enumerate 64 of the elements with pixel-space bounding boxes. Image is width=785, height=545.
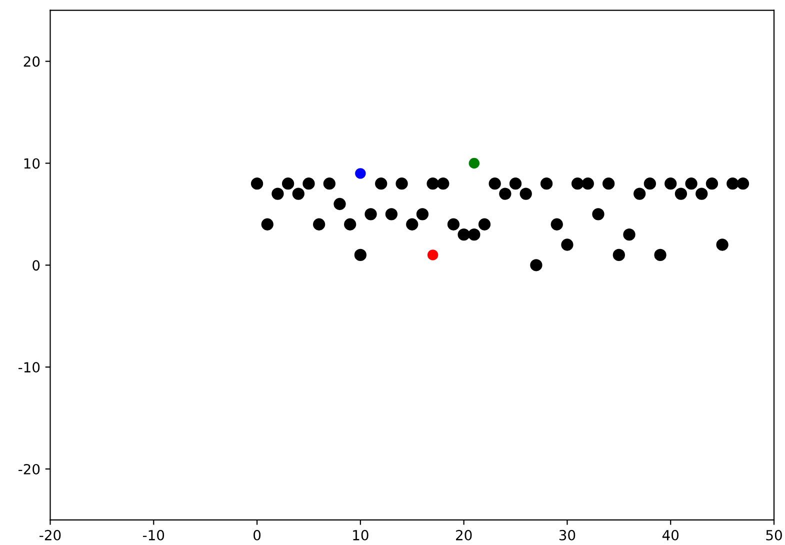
point <box>334 198 346 210</box>
point <box>323 178 336 190</box>
point <box>696 188 708 200</box>
x-tick-label: 40 <box>662 530 679 540</box>
point <box>282 178 294 190</box>
point <box>272 188 284 200</box>
point <box>385 208 398 220</box>
x-tick-label: -10 <box>142 530 164 540</box>
x-tick-label: 10 <box>353 530 368 540</box>
point <box>478 218 491 230</box>
point <box>499 188 512 200</box>
point <box>685 178 698 190</box>
point <box>736 178 750 190</box>
point <box>375 178 388 190</box>
point <box>520 188 532 200</box>
x-tick-label: 0 <box>254 530 261 540</box>
y-tick-label: 0 <box>32 260 40 271</box>
point <box>437 178 450 190</box>
point <box>406 218 418 230</box>
y-tick-label: -10 <box>18 362 40 373</box>
point <box>468 158 480 169</box>
point <box>654 248 666 262</box>
point <box>458 228 470 241</box>
point <box>488 178 501 190</box>
point <box>726 178 739 190</box>
point <box>582 178 594 190</box>
point <box>716 238 728 251</box>
point <box>364 208 377 220</box>
point <box>312 218 326 230</box>
point <box>427 250 438 260</box>
point <box>540 178 553 190</box>
y-tick-label: 10 <box>24 158 40 169</box>
point <box>468 228 480 241</box>
point <box>623 228 636 241</box>
point <box>634 188 646 200</box>
x-tick-label: 30 <box>559 530 576 540</box>
point <box>344 218 356 230</box>
point <box>706 178 718 190</box>
point <box>416 208 429 220</box>
point <box>447 218 460 230</box>
y-tick-label: -20 <box>18 464 40 474</box>
point <box>426 178 439 190</box>
point <box>302 178 315 190</box>
x-tick-label: 50 <box>766 530 782 540</box>
x-tick-label: -20 <box>40 530 61 540</box>
point <box>664 178 677 190</box>
point <box>355 168 366 179</box>
point <box>612 248 625 262</box>
point <box>530 259 542 272</box>
point <box>571 178 584 190</box>
x-tick-label: 20 <box>456 530 472 540</box>
point <box>674 188 688 200</box>
point <box>602 178 615 190</box>
point <box>261 218 274 230</box>
point <box>396 178 408 190</box>
point <box>592 208 604 220</box>
point <box>550 218 563 230</box>
y-tick-label: 20 <box>24 56 40 67</box>
point <box>561 238 574 251</box>
point <box>292 188 304 200</box>
point <box>509 178 522 190</box>
point <box>250 178 264 190</box>
point <box>354 248 366 262</box>
point <box>644 178 656 190</box>
